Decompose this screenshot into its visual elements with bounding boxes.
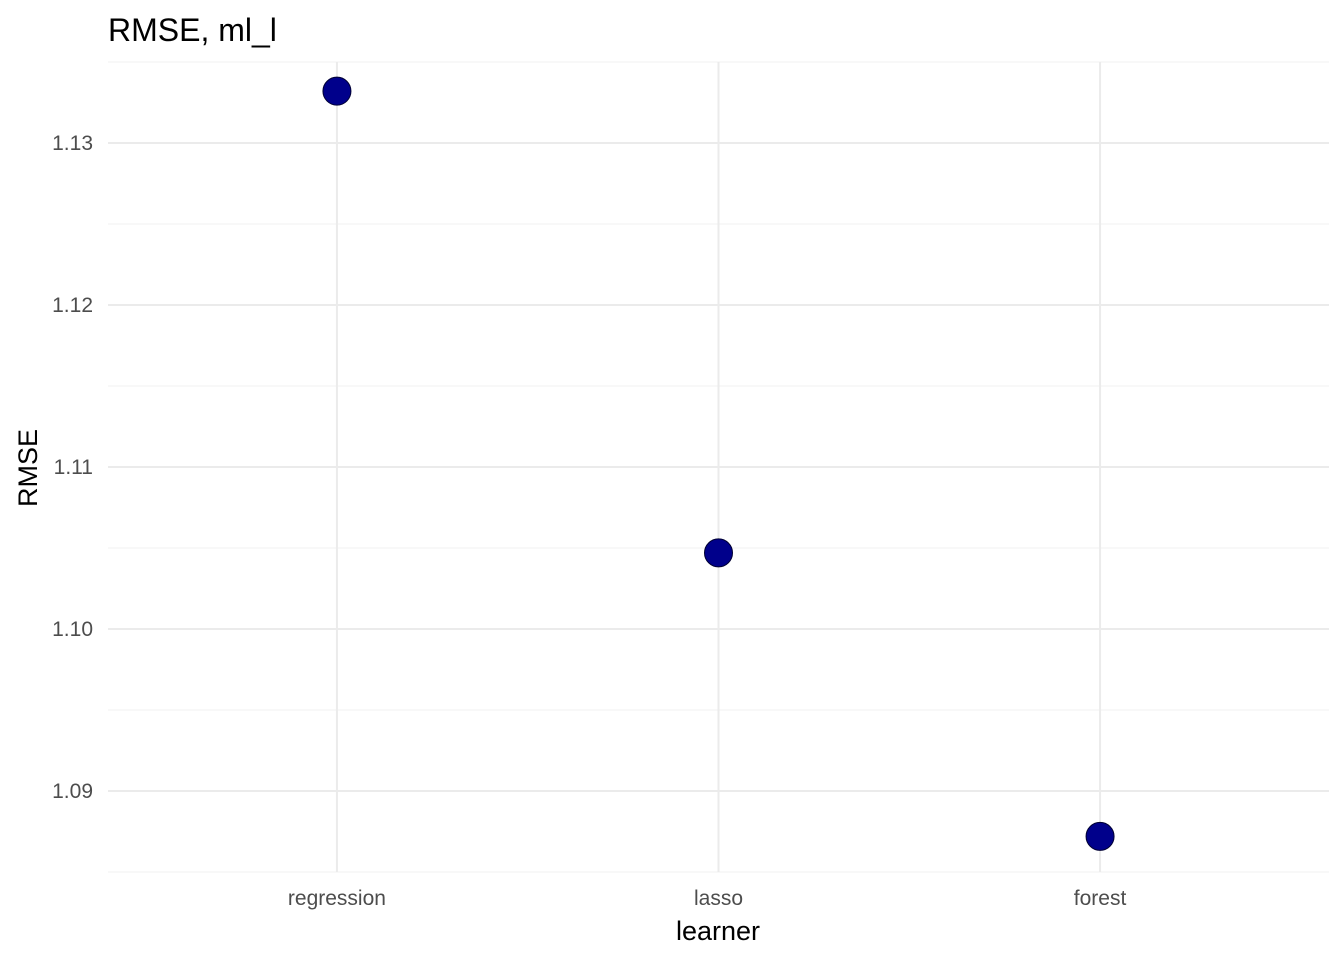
x-axis-title: learner (676, 916, 760, 946)
chart-title: RMSE, ml_l (108, 12, 277, 48)
y-axis-title: RMSE (13, 429, 43, 507)
data-points (322, 76, 1115, 851)
data-point-forest (1085, 821, 1115, 851)
y-tick-label: 1.13 (52, 132, 93, 155)
grid-lines (108, 61, 1329, 873)
y-tick-label: 1.10 (52, 618, 93, 641)
y-tick-label: 1.11 (54, 456, 93, 479)
data-point-regression (322, 76, 352, 106)
data-point-lasso (704, 538, 733, 568)
x-tick-label: lasso (694, 887, 743, 910)
x-tick-label: forest (1074, 887, 1127, 910)
x-axis-ticks: regression lasso forest (288, 887, 1127, 910)
y-tick-label: 1.12 (52, 294, 93, 317)
y-axis-ticks: 1.09 1.10 1.11 1.12 1.13 (52, 132, 93, 803)
y-tick-label: 1.09 (52, 780, 93, 803)
x-tick-label: regression (288, 887, 386, 910)
